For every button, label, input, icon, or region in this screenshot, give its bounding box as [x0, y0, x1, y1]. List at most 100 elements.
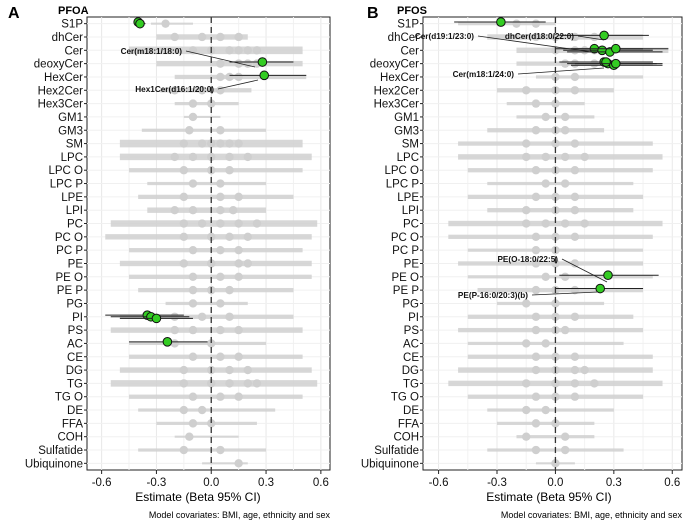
ci-band-gm3	[141, 128, 267, 132]
caption-pfos: Model covariates: BMI, age, ethnicity an…	[501, 510, 683, 520]
y-tick-label-ac: AC	[403, 338, 419, 350]
significant-point-deoxycer	[601, 57, 611, 67]
estimate-point-tg	[243, 379, 252, 388]
estimate-point-lpc-p	[541, 179, 550, 188]
estimate-point-de	[197, 405, 207, 415]
y-tick-label-lpc-p: LPC P	[50, 179, 84, 191]
estimate-point-ce	[570, 352, 580, 361]
estimate-point-lpc-o	[225, 166, 234, 175]
estimate-point-pe	[234, 259, 243, 268]
estimate-point-lpc	[188, 152, 198, 162]
y-tick-label-sm: SM	[66, 139, 83, 151]
annotation-leader	[561, 258, 608, 283]
estimate-point-tg	[252, 379, 262, 388]
y-tick-label-sulfatide: Sulfatide	[374, 445, 419, 457]
y-tick-label-pe-p: PE P	[393, 285, 420, 297]
estimate-point-hex2cer	[570, 86, 580, 95]
estimate-point-dg	[570, 365, 580, 375]
annotation-label-cer-m18-1-24-0: Cer(m18:1/24:0)	[453, 70, 515, 79]
estimate-point-tg	[225, 379, 234, 388]
ci-band-pg	[165, 301, 248, 306]
estimate-point-pi	[531, 312, 541, 321]
significant-point-deoxycer	[610, 58, 621, 69]
estimate-point-lpc	[225, 152, 234, 162]
y-tick-label-dhcer: dhCer	[388, 32, 419, 44]
y-tick-label-pe-o: PE O	[56, 272, 84, 284]
estimate-point-pg	[188, 299, 198, 308]
estimate-point-ce	[188, 352, 198, 361]
y-tick-label-pi: PI	[408, 312, 419, 324]
estimate-point-pi	[197, 312, 207, 321]
estimate-point-pg	[216, 299, 225, 308]
estimate-point-lpc-p	[560, 179, 570, 188]
significant-point-deoxycer	[257, 57, 268, 67]
estimate-point-dg	[580, 365, 589, 375]
y-tick-label-pc-o: PC O	[55, 232, 83, 244]
ci-band-sulfatide	[138, 448, 267, 452]
estimate-point-hex2cer	[170, 86, 179, 95]
estimate-point-lpc-p	[188, 179, 198, 188]
annotation-label-cer-m18-1-18-0: Cer(m18:1/18:0)	[121, 47, 183, 56]
estimate-point-lpi	[170, 205, 179, 215]
ci-band-tg-o	[129, 394, 303, 399]
estimate-point-lpc-o	[531, 166, 541, 175]
y-tick-label-lpc: LPC	[397, 152, 419, 164]
ci-band-lpc-p	[487, 181, 634, 186]
estimate-point-cer	[234, 46, 243, 55]
panel-title-pfoa: PFOA	[58, 5, 89, 17]
estimate-point-deoxycer	[243, 59, 252, 68]
x-tick-label: -0.3	[487, 477, 507, 489]
ci-band-pg	[497, 301, 605, 306]
estimate-point-pe	[207, 259, 216, 268]
y-tick-label-ce: CE	[67, 352, 83, 364]
estimate-point-lpe	[531, 192, 541, 202]
x-tick-label: 0.3	[258, 477, 274, 489]
estimate-point-de	[522, 405, 531, 415]
y-tick-label-ps: PS	[68, 325, 84, 337]
estimate-point-sm	[570, 139, 580, 148]
ci-band-pe	[119, 260, 312, 267]
estimate-point-tg	[207, 379, 216, 388]
estimate-point-ffa	[531, 419, 541, 428]
y-tick-label-pg: PG	[66, 298, 83, 310]
estimate-point-cer	[243, 46, 252, 55]
estimate-point-pc-p	[234, 245, 243, 255]
y-tick-label-deoxycer: deoxyCer	[34, 59, 83, 71]
x-tick-label: -0.3	[147, 477, 167, 489]
estimate-point-sm	[207, 139, 216, 148]
ci-band-lpc-p	[147, 181, 267, 186]
estimate-point-ps	[560, 325, 570, 335]
estimate-point-pc	[541, 219, 550, 228]
y-tick-label-coh: COH	[57, 432, 83, 444]
ci-band-deoxycer	[156, 60, 303, 67]
estimate-point-tg-o	[531, 392, 541, 401]
estimate-point-hex2cer	[216, 86, 225, 95]
annotation-leader	[517, 67, 605, 75]
estimate-point-lpi	[216, 205, 225, 215]
y-tick-label-ffa: FFA	[398, 418, 419, 430]
y-tick-label-pe-o: PE O	[392, 272, 420, 284]
ci-band-ubiquinone	[202, 462, 248, 465]
estimate-point-sulfatide	[216, 445, 225, 455]
x-axis-label-pfoa: Estimate (Beta 95% CI)	[135, 490, 260, 504]
y-tick-label-pc-p: PC P	[56, 245, 83, 257]
estimate-point-pe	[179, 259, 189, 268]
estimate-point-lpe	[179, 192, 189, 202]
estimate-point-hex2cer	[522, 86, 531, 95]
significant-point-s1p	[496, 17, 506, 27]
estimate-point-hexcer	[570, 72, 580, 82]
y-tick-label-hex2cer: Hex2Cer	[38, 85, 84, 97]
estimate-point-ps	[170, 325, 179, 335]
x-tick-label: -0.6	[92, 477, 112, 489]
y-tick-label-lpe: LPE	[61, 192, 83, 204]
y-tick-label-gm3: GM3	[394, 125, 419, 137]
panel-title-pfos: PFOS	[397, 5, 427, 17]
ci-band-pc	[110, 220, 318, 227]
y-tick-label-lpc: LPC	[61, 152, 83, 164]
y-tick-label-gm3: GM3	[58, 125, 83, 137]
estimate-point-pe-o	[541, 272, 550, 282]
y-tick-label-hexcer: HexCer	[380, 72, 419, 84]
y-tick-label-lpc-o: LPC O	[384, 165, 419, 177]
y-tick-label-ubiquinone: Ubiquinone	[25, 458, 83, 470]
y-tick-label-s1p: S1P	[61, 19, 83, 31]
